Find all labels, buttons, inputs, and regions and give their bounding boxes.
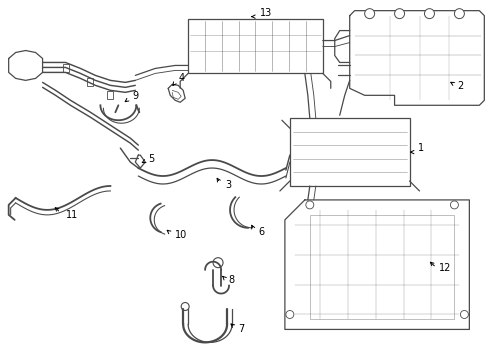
Text: 11: 11 <box>66 210 78 220</box>
Text: 10: 10 <box>175 230 188 240</box>
Circle shape <box>286 310 294 319</box>
Circle shape <box>181 302 189 310</box>
Circle shape <box>306 201 314 209</box>
Text: 6: 6 <box>258 227 264 237</box>
Circle shape <box>450 201 458 209</box>
Circle shape <box>213 258 223 268</box>
Text: 8: 8 <box>228 275 234 285</box>
Text: 5: 5 <box>148 154 154 164</box>
Bar <box>87 78 94 86</box>
Text: 9: 9 <box>132 91 139 101</box>
Circle shape <box>394 9 405 19</box>
Bar <box>188 19 323 73</box>
Text: 1: 1 <box>417 143 424 153</box>
Circle shape <box>454 9 465 19</box>
Bar <box>290 118 410 186</box>
Text: 4: 4 <box>178 73 184 84</box>
Bar <box>107 91 113 99</box>
Bar <box>310 215 454 319</box>
Circle shape <box>461 310 468 319</box>
Text: 2: 2 <box>457 81 464 91</box>
Bar <box>63 64 69 72</box>
Text: 12: 12 <box>440 263 452 273</box>
Text: 3: 3 <box>225 180 231 190</box>
Text: 13: 13 <box>260 8 272 18</box>
Text: 7: 7 <box>238 324 245 334</box>
Circle shape <box>365 9 375 19</box>
Circle shape <box>424 9 435 19</box>
